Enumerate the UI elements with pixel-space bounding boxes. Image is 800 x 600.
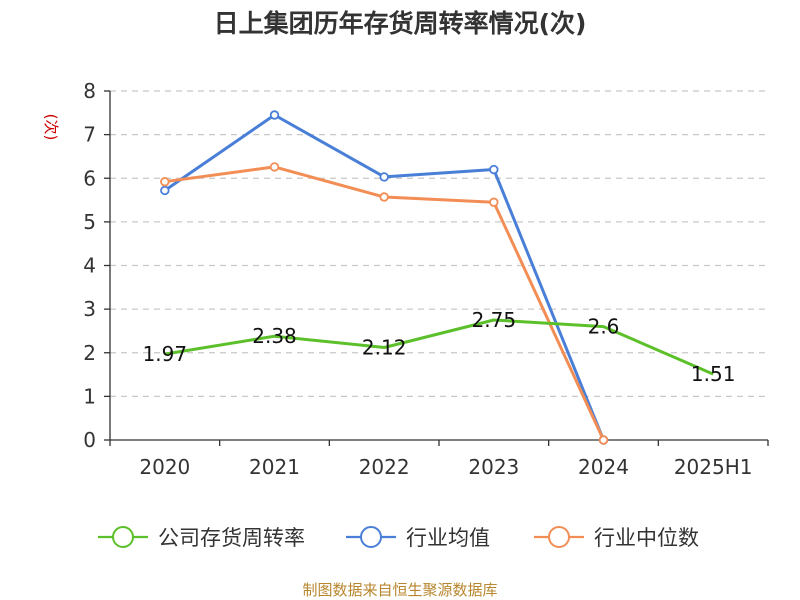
x-tick-label: 2025H1 — [674, 455, 753, 479]
y-tick-label: 0 — [83, 428, 96, 452]
x-tick-label: 2022 — [359, 455, 410, 479]
grid-lines — [110, 90, 768, 397]
data-label: 1.97 — [143, 342, 188, 366]
source-note: 制图数据来自恒生聚源数据库 — [302, 581, 497, 599]
y-tick-label: 2 — [83, 341, 96, 365]
legend-marker — [112, 526, 134, 548]
data-point — [269, 162, 280, 172]
data-point — [269, 110, 280, 120]
legend-marker — [548, 526, 570, 548]
data-label: 2.38 — [252, 324, 297, 348]
data-point — [160, 185, 170, 196]
y-tick-label: 5 — [83, 210, 96, 234]
series-lines — [160, 110, 714, 445]
data-point — [379, 192, 389, 202]
data-point — [598, 435, 609, 445]
y-axis-label: (次) — [42, 114, 60, 141]
y-tick-label: 3 — [83, 297, 96, 321]
x-tick-label: 2021 — [249, 455, 300, 479]
chart-title: 日上集团历年存货周转率情况(次) — [214, 9, 587, 38]
x-tick-label: 2024 — [578, 455, 629, 479]
x-tick-label: 2020 — [139, 455, 190, 479]
legend: 公司存货周转率 行业均值 行业中位数 — [98, 526, 699, 550]
x-tick-label: 2023 — [468, 455, 519, 479]
axes: 0 1 2 3 4 5 6 7 8 2020 2021 2022 2023 2024 2025H1 — [83, 79, 769, 479]
y-tick-label: 8 — [83, 79, 96, 103]
data-label: 2.75 — [472, 308, 517, 332]
legend-marker — [360, 526, 382, 548]
data-point — [379, 172, 389, 182]
y-tick-label: 4 — [83, 254, 96, 278]
data-label: 1.51 — [691, 362, 736, 386]
data-label: 2.12 — [362, 336, 407, 360]
y-tick-label: 7 — [83, 123, 96, 147]
series-line — [164, 165, 605, 441]
data-label: 2.6 — [588, 315, 620, 339]
legend-label: 行业均值 — [406, 526, 490, 550]
series-line — [164, 318, 714, 376]
y-tick-label: 6 — [83, 166, 96, 190]
data-point — [160, 177, 170, 187]
data-point — [489, 164, 499, 175]
legend-label: 公司存货周转率 — [158, 526, 305, 550]
y-tick-label: 1 — [83, 384, 96, 408]
data-point — [489, 197, 499, 207]
series-line — [163, 113, 605, 441]
data-labels: 1.97 2.38 2.12 2.75 2.6 1.51 — [143, 308, 736, 386]
legend-label: 行业中位数 — [594, 526, 699, 550]
